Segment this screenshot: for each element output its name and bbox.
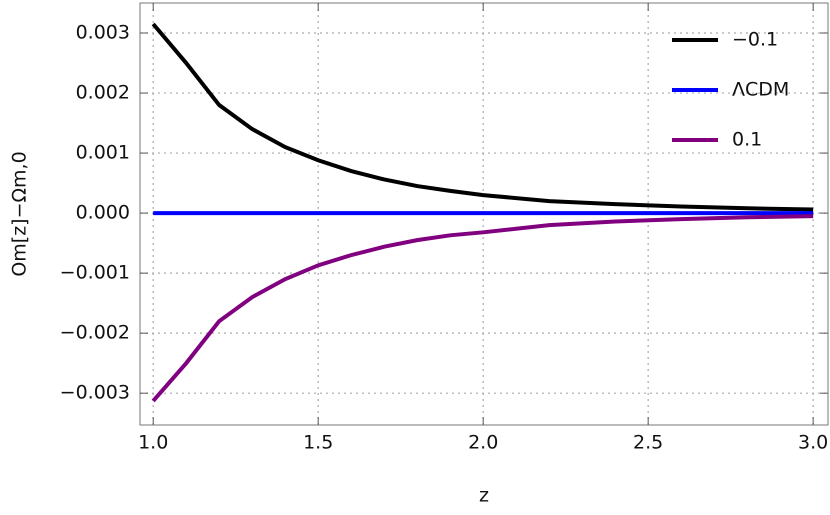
x-axis-label: z: [479, 485, 489, 507]
y-tick-label: 0.003: [76, 22, 130, 44]
plot-frame: [139, 2, 829, 426]
x-tick-label: 2.0: [468, 432, 498, 454]
y-tick-label: −0.002: [60, 322, 130, 344]
x-tick-label: 1.0: [138, 432, 168, 454]
y-tick-label: 0.000: [76, 202, 130, 224]
legend-label: 0.1: [732, 129, 762, 151]
series-line: [151, 22, 814, 212]
x-tick-label: 1.5: [303, 432, 333, 454]
y-tick-label: −0.001: [60, 262, 130, 284]
legend-label: ΛCDM: [732, 79, 789, 101]
y-tick-label: 0.001: [76, 142, 130, 164]
y-tick-label: −0.003: [60, 382, 130, 404]
legend-label: −0.1: [732, 29, 778, 51]
series-line: [151, 214, 814, 403]
y-axis-label: Om[z]−Ωm,0: [9, 151, 31, 276]
y-tick-label: 0.002: [76, 82, 130, 104]
x-tick-label: 2.5: [633, 432, 663, 454]
x-tick-label: 3.0: [798, 432, 828, 454]
